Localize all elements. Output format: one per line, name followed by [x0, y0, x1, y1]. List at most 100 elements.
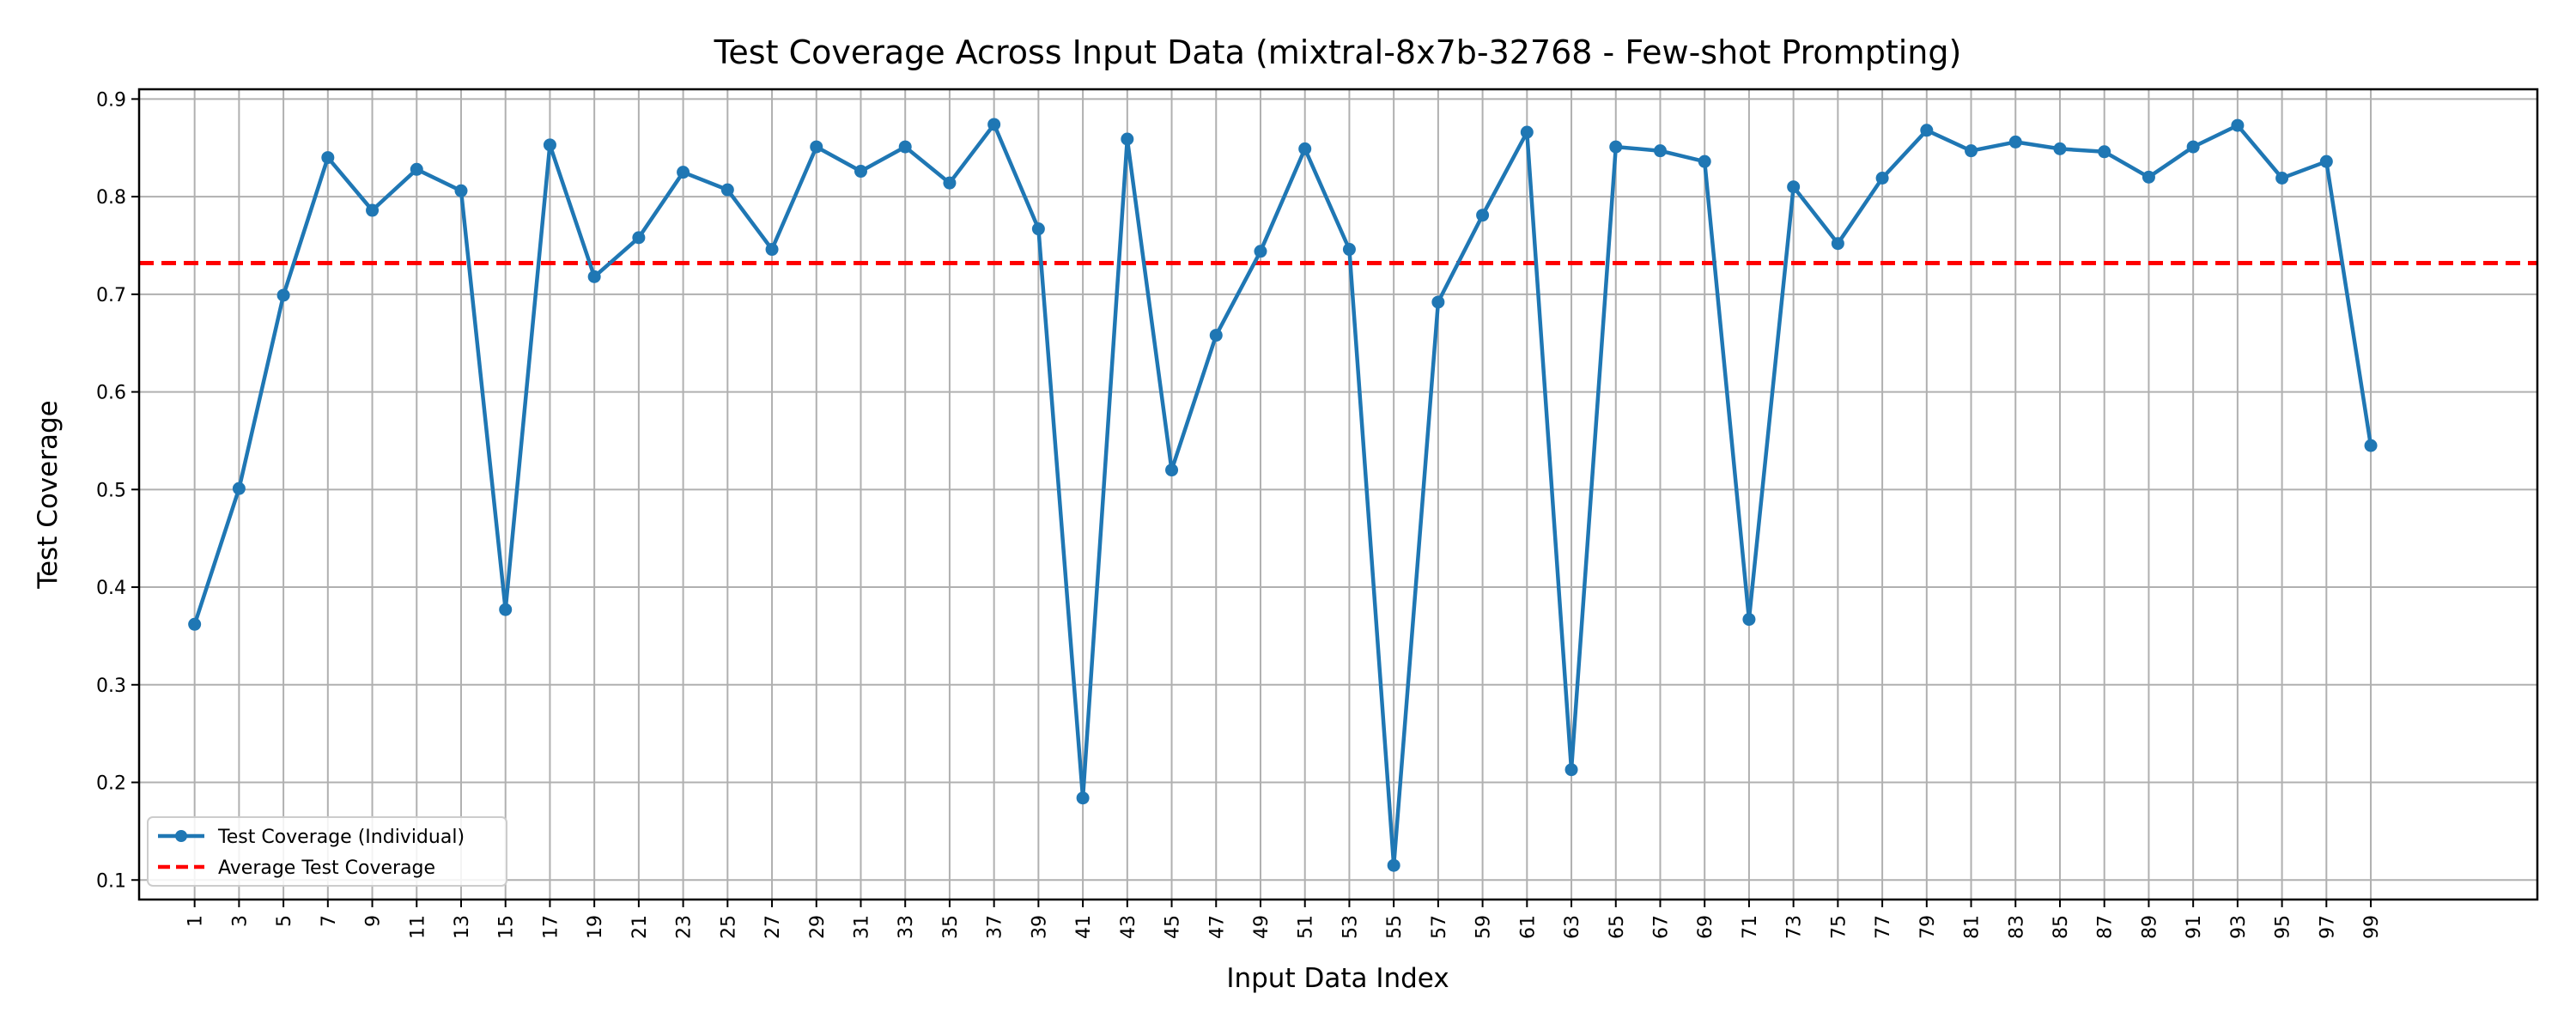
x-tick-label: 93	[2228, 915, 2250, 939]
y-tick-label: 0.4	[96, 578, 126, 599]
data-point	[2231, 118, 2245, 132]
y-tick-label: 0.5	[96, 480, 126, 501]
data-point	[1342, 243, 1356, 257]
data-point	[1831, 237, 1844, 251]
y-tick-label: 0.6	[96, 383, 126, 404]
x-tick-label: 55	[1384, 915, 1406, 939]
x-tick-label: 85	[2050, 915, 2072, 939]
x-tick-label: 15	[496, 915, 518, 939]
data-point	[1209, 329, 1223, 342]
x-tick-label: 47	[1206, 915, 1228, 939]
x-tick-label: 33	[896, 915, 917, 939]
x-tick-label: 51	[1296, 915, 1317, 939]
x-tick-label: 41	[1073, 915, 1095, 939]
series-line-individual	[192, 122, 2373, 868]
data-point	[2364, 439, 2378, 452]
x-tick-label: 7	[319, 915, 340, 927]
data-point	[632, 231, 646, 245]
y-tick-label: 0.8	[96, 187, 126, 209]
x-axis-ticks: 1 3 5 7 9 11 13 15 17 19 21 23 25 27 29 31 33 35 37 39 41 43 4…	[185, 900, 2383, 939]
data-point	[2319, 154, 2333, 168]
data-point	[810, 140, 823, 154]
y-tick-label: 0.2	[96, 773, 126, 795]
grid-lines	[139, 89, 2537, 900]
x-tick-label: 37	[985, 915, 1006, 939]
x-tick-label: 77	[1873, 915, 1894, 939]
x-tick-label: 65	[1607, 915, 1628, 939]
x-tick-label: 67	[1650, 915, 1672, 939]
x-tick-label: 95	[2273, 915, 2294, 939]
data-point	[1031, 222, 1045, 236]
data-point	[1742, 613, 1756, 627]
x-tick-label: 71	[1740, 915, 1761, 939]
data-point	[410, 162, 423, 176]
data-point	[1121, 132, 1134, 146]
x-tick-label: 53	[1340, 915, 1361, 939]
data-point	[1965, 144, 1978, 158]
data-point	[1520, 125, 1534, 139]
x-tick-label: 39	[1029, 915, 1050, 939]
x-tick-label: 13	[452, 915, 473, 939]
x-axis-label: Input Data Index	[1226, 963, 1449, 994]
data-point	[276, 288, 290, 302]
x-tick-label: 19	[585, 915, 606, 939]
x-tick-label: 43	[1118, 915, 1139, 939]
data-point	[1875, 171, 1889, 185]
data-point	[543, 138, 556, 152]
data-point	[1653, 144, 1667, 158]
data-point	[1609, 140, 1623, 154]
x-tick-label: 31	[851, 915, 872, 939]
data-point	[1165, 464, 1179, 477]
data-point	[2008, 135, 2022, 148]
plot-frame	[137, 88, 2539, 901]
x-tick-label: 99	[2361, 915, 2383, 939]
x-tick-label: 83	[2006, 915, 2027, 939]
x-tick-label: 11	[407, 915, 428, 939]
data-point	[1564, 763, 1578, 777]
legend-box	[147, 816, 507, 887]
data-point	[1076, 791, 1090, 805]
x-tick-label: 69	[1695, 915, 1716, 939]
data-point	[2053, 142, 2067, 155]
data-point	[2142, 170, 2155, 184]
data-point	[898, 140, 912, 154]
x-tick-label: 23	[674, 915, 696, 939]
data-point	[587, 270, 601, 283]
y-tick-label: 0.9	[96, 89, 126, 111]
data-point	[1698, 154, 1711, 168]
data-point	[677, 166, 690, 179]
data-point	[1920, 124, 1934, 137]
y-axis-ticks: 0.1 0.2 0.3 0.4 0.5 0.6 0.7 0.8 0.9	[96, 89, 139, 892]
y-tick-label: 0.1	[96, 870, 126, 892]
data-point	[854, 165, 867, 179]
x-tick-label: 1	[185, 915, 207, 927]
y-tick-label: 0.3	[96, 676, 126, 697]
legend-label-individual: Test Coverage (Individual)	[217, 827, 465, 848]
x-tick-label: 45	[1163, 915, 1184, 939]
data-point	[1787, 180, 1801, 194]
x-tick-label: 79	[1917, 915, 1939, 939]
x-tick-label: 73	[1784, 915, 1806, 939]
x-tick-label: 57	[1429, 915, 1450, 939]
x-tick-label: 9	[363, 915, 385, 927]
data-point	[1387, 858, 1400, 872]
x-tick-label: 87	[2095, 915, 2117, 939]
data-point	[765, 243, 779, 257]
legend: Test Coverage (Individual) Average Test …	[147, 816, 507, 887]
y-tick-label: 0.7	[96, 285, 126, 306]
x-tick-label: 97	[2317, 915, 2338, 939]
x-tick-label: 3	[229, 915, 251, 927]
legend-marker-individual	[175, 830, 187, 842]
legend-label-average: Average Test Coverage	[218, 857, 435, 879]
x-tick-label: 35	[940, 915, 962, 939]
x-tick-label: 17	[540, 915, 562, 939]
x-tick-label: 89	[2139, 915, 2160, 939]
series-layer	[188, 118, 2378, 872]
data-point	[1254, 245, 1267, 258]
data-point	[2275, 171, 2289, 185]
x-tick-label: 91	[2184, 915, 2205, 939]
x-tick-label: 21	[629, 915, 651, 939]
data-point	[1431, 295, 1445, 309]
